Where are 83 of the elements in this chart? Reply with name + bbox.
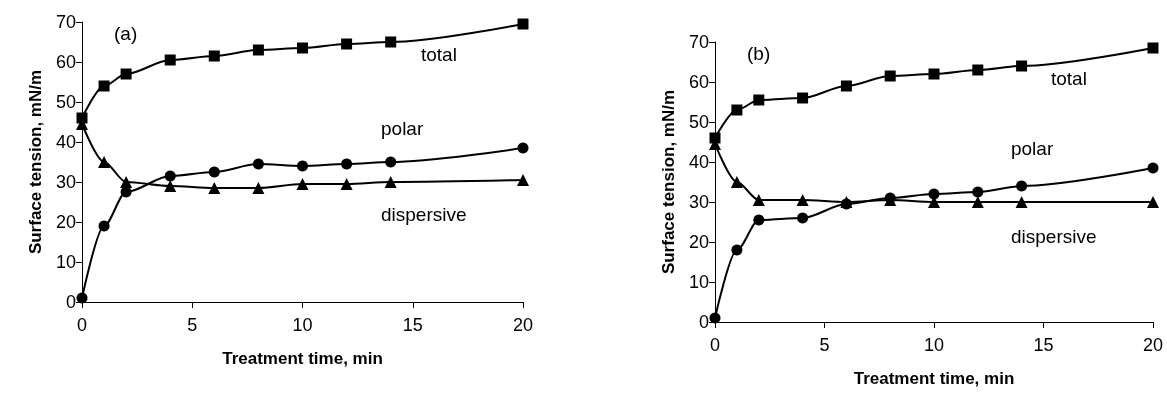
point — [341, 158, 353, 170]
series-label: polar — [1010, 137, 1054, 159]
point — [252, 158, 264, 170]
point — [208, 166, 220, 178]
point — [98, 156, 111, 168]
point — [1147, 42, 1159, 54]
x-axis-title: Treatment time, min — [853, 369, 1015, 388]
point — [208, 50, 220, 62]
point — [972, 64, 984, 76]
point — [1146, 196, 1159, 208]
point — [164, 170, 176, 182]
point — [385, 36, 397, 48]
y-tick-label: 50 — [688, 112, 709, 132]
point — [797, 92, 809, 104]
series-label: dispersive — [1010, 225, 1097, 247]
y-tick-label: 10 — [688, 272, 709, 292]
x-tick-label: 20 — [1142, 335, 1163, 355]
point — [731, 244, 743, 256]
x-axis-title: Treatment time, min — [222, 349, 383, 368]
point — [796, 194, 809, 206]
point — [341, 38, 353, 50]
y-tick-label: 0 — [65, 292, 76, 312]
point — [98, 220, 110, 232]
point — [1016, 180, 1028, 192]
y-tick-label: 40 — [688, 152, 709, 172]
y-tick-label: 70 — [688, 32, 709, 52]
y-tick-label: 60 — [688, 72, 709, 92]
series-label: polar — [381, 117, 424, 139]
annotation: (b) — [747, 43, 771, 64]
series-label: dispersive — [381, 203, 467, 225]
point — [1016, 60, 1028, 72]
y-tick-label: 10 — [55, 252, 76, 272]
point — [164, 180, 177, 192]
y-tick-label: 50 — [55, 92, 76, 112]
point — [120, 176, 133, 188]
x-tick-label: 20 — [512, 315, 534, 335]
y-tick-label: 20 — [55, 212, 76, 232]
point — [517, 18, 529, 30]
point — [752, 194, 765, 206]
point — [385, 156, 397, 168]
point — [164, 54, 176, 66]
x-tick-label: 15 — [402, 315, 423, 335]
point — [517, 174, 529, 186]
y-tick-label: 30 — [55, 172, 76, 192]
x-tick-label: 10 — [292, 315, 313, 335]
point — [208, 182, 221, 194]
point — [840, 80, 852, 92]
point — [297, 42, 308, 54]
point — [753, 94, 765, 106]
point — [731, 104, 743, 116]
point — [252, 182, 265, 194]
point — [252, 44, 264, 56]
x-tick-label: 5 — [819, 335, 830, 355]
y-axis-title: Surface tension, mN/m — [659, 89, 678, 275]
point — [753, 214, 765, 226]
x-tick-label: 5 — [187, 315, 198, 335]
point — [297, 160, 308, 172]
y-axis-title: Surface tension, mN/m — [26, 69, 45, 255]
point — [98, 80, 110, 92]
point — [971, 196, 984, 208]
point — [884, 70, 896, 82]
point — [928, 68, 940, 80]
x-tick-label: 15 — [1033, 335, 1054, 355]
y-tick-label: 70 — [55, 12, 76, 32]
y-tick-label: 60 — [55, 52, 76, 72]
point — [1015, 196, 1028, 208]
y-tick-label: 30 — [688, 192, 709, 212]
y-tick-label: 40 — [55, 132, 76, 152]
point — [384, 176, 397, 188]
point — [1147, 162, 1159, 174]
point — [296, 178, 309, 190]
series-label: total — [1050, 67, 1087, 89]
point — [730, 176, 743, 188]
point — [928, 188, 940, 200]
y-tick-label: 20 — [688, 232, 709, 252]
series-label: total — [421, 43, 457, 65]
annotation: (a) — [114, 23, 138, 44]
point — [972, 186, 984, 198]
point — [340, 178, 353, 190]
x-tick-label: 10 — [923, 335, 945, 355]
point — [120, 68, 132, 80]
point — [797, 212, 809, 224]
point — [517, 142, 529, 154]
